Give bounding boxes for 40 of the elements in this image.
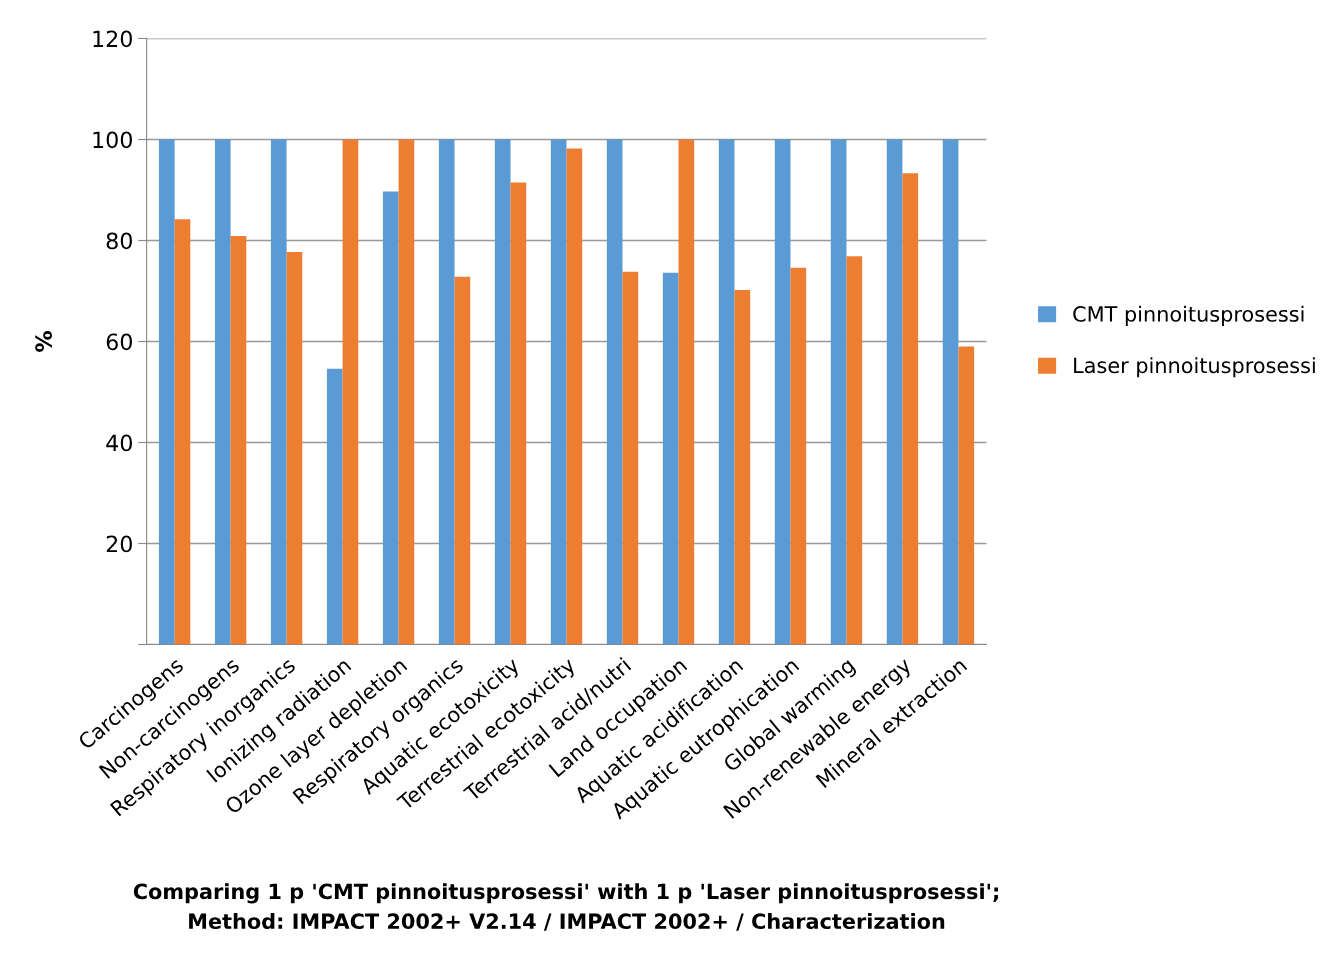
- bar: [846, 256, 863, 645]
- y-tick-label: 20: [106, 535, 132, 553]
- legend-label: Laser pinnoitusprosessi: [1074, 357, 1315, 378]
- bar: [550, 139, 567, 645]
- bar: [438, 139, 455, 645]
- y-tick-label: 80: [106, 232, 132, 250]
- y-tick-label: 100: [93, 131, 132, 149]
- bar: [830, 139, 847, 645]
- bar: [510, 182, 527, 645]
- y-tick-label: 120: [93, 30, 132, 48]
- bar: [454, 276, 471, 645]
- bar: [174, 219, 191, 645]
- text: Comparing 1 p 'CMT pinnoitusprosessi' with 1 p 'Laser pinnoitusprosessi'; Method: IMPACT 2002+ V2.14 / IMPACT 2002+ / Characterization: [133, 883, 998, 931]
- bar: [942, 139, 959, 645]
- bar: [398, 139, 415, 645]
- bar: [678, 139, 695, 645]
- bar: [622, 271, 639, 645]
- y-tick-label: 60: [106, 333, 132, 351]
- bar: [326, 368, 343, 645]
- bar: [286, 252, 303, 645]
- bar: [494, 139, 511, 645]
- legend-label: CMT pinnoitusprosessi: [1073, 305, 1304, 326]
- bar: [958, 346, 975, 645]
- bar: [790, 267, 807, 645]
- bar: [774, 139, 791, 645]
- bar: [566, 148, 583, 645]
- bar: [606, 139, 623, 645]
- bar: [342, 139, 359, 645]
- y-axis-title: %: [35, 331, 52, 352]
- bar: [662, 272, 679, 645]
- bar: [270, 139, 287, 645]
- bar: [214, 139, 231, 645]
- bar: [902, 173, 919, 645]
- bar: [230, 235, 247, 645]
- bar: [886, 139, 903, 645]
- bar: [734, 289, 751, 645]
- y-tick-label: 40: [106, 434, 132, 452]
- bar: [382, 191, 399, 645]
- bar: [718, 139, 735, 645]
- bar: [158, 139, 175, 645]
